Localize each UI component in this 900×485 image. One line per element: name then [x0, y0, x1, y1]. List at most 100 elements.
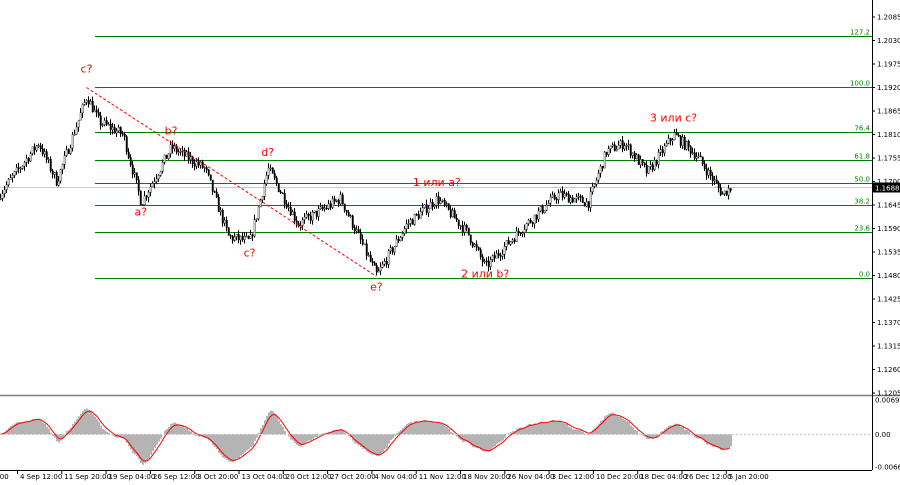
candle-body — [313, 210, 316, 213]
current-price-badge — [873, 182, 900, 193]
candle-body — [43, 151, 46, 155]
candle-body — [461, 225, 464, 233]
histogram-bar — [406, 424, 408, 435]
candle-body — [643, 162, 646, 166]
candle-body — [639, 159, 642, 165]
histogram-bar — [596, 426, 598, 435]
candle-body — [55, 172, 58, 186]
candle-body — [631, 152, 634, 156]
histogram-bar — [40, 420, 42, 435]
histogram-bar — [496, 434, 498, 444]
candle-body — [489, 259, 492, 267]
candle-body — [487, 260, 490, 267]
time-tick-label: 18 Nov 20:00 — [463, 473, 510, 481]
histogram-bar — [528, 424, 530, 435]
histogram-bar — [66, 430, 68, 435]
histogram-bar — [94, 416, 96, 435]
histogram-bar — [120, 434, 122, 438]
candle-body — [143, 195, 146, 206]
wave-label: a? — [135, 206, 148, 219]
histogram-bar — [358, 434, 360, 446]
time-tick-label: 20 Oct 12:00 — [286, 473, 332, 481]
histogram-bar — [604, 416, 606, 435]
histogram-bar — [8, 427, 10, 435]
histogram-bar — [520, 427, 522, 435]
histogram-bar — [448, 428, 450, 435]
histogram-bar — [586, 433, 588, 435]
candle-body — [225, 219, 228, 228]
histogram-bar — [260, 428, 262, 435]
candle-body — [661, 149, 664, 154]
histogram-bar — [356, 434, 358, 445]
histogram-bar — [446, 426, 448, 435]
price-tick-label: 1.1755 — [877, 155, 900, 163]
candle-body — [97, 111, 100, 116]
candle-body — [99, 115, 102, 126]
histogram-bar — [160, 434, 162, 439]
candle-body — [409, 219, 412, 224]
trendline[interactable] — [86, 87, 377, 277]
candle-body — [227, 227, 230, 236]
histogram-bar — [700, 434, 702, 439]
histogram-bar — [390, 434, 392, 441]
candle-body — [357, 229, 360, 233]
trendline-dashed[interactable] — [86, 87, 377, 277]
candle-body — [91, 101, 94, 113]
histogram-bar — [382, 434, 384, 452]
histogram-bar — [412, 422, 414, 435]
price-tick-label: 1.1700 — [877, 178, 900, 186]
candle-body — [259, 199, 262, 208]
price-tick-label: 1.1425 — [877, 296, 900, 304]
histogram-bar — [442, 424, 444, 435]
histogram-bar — [296, 434, 298, 445]
time-tick-label: 26 Sep 12:00 — [153, 473, 200, 481]
histogram-bar — [248, 434, 250, 450]
candle-body — [495, 253, 498, 259]
candle-body — [579, 196, 582, 198]
candle-body — [187, 151, 190, 161]
candle-body — [377, 270, 380, 273]
histogram-bar — [592, 430, 594, 435]
fibonacci-levels: 127.2 100.0 76.4 61.8 50.0 38.2 23.6 0.0 — [0, 29, 872, 279]
histogram-bar — [522, 427, 524, 435]
candle-body — [19, 168, 22, 170]
candle-body — [273, 173, 276, 179]
candle-body — [117, 127, 120, 132]
candle-body — [559, 191, 562, 194]
candle-body — [327, 203, 330, 209]
candle-body — [449, 209, 452, 218]
candle-body — [543, 210, 546, 213]
candle-body — [707, 169, 710, 176]
histogram-bar — [252, 434, 254, 446]
histogram-bar — [314, 434, 316, 438]
histogram-bar — [548, 421, 550, 435]
candle-body — [89, 101, 92, 105]
histogram-bar — [650, 434, 652, 439]
candle-body — [193, 163, 196, 167]
candle-body — [545, 205, 548, 211]
histogram-bar — [560, 421, 562, 435]
price-tick-label: 1.1370 — [877, 319, 900, 327]
histogram-bar — [394, 434, 396, 437]
histogram-bar — [304, 434, 306, 444]
price-tick-label: 1.1205 — [877, 390, 900, 398]
histogram-bar — [374, 434, 376, 456]
candle-body — [319, 206, 322, 209]
candle-body — [83, 102, 86, 105]
histogram-bar — [176, 423, 178, 435]
candle-body — [359, 232, 362, 240]
candle-body — [537, 210, 540, 220]
candle-body — [351, 215, 354, 228]
candle-body — [315, 210, 318, 217]
histogram-bar — [188, 430, 190, 435]
histogram-bar — [228, 434, 230, 462]
candle-body — [95, 109, 98, 113]
candle-body — [615, 148, 618, 152]
histogram-bar — [150, 434, 152, 455]
candle-body — [453, 210, 456, 219]
histogram-bar — [602, 419, 604, 435]
candle-body — [625, 145, 628, 147]
fib-level-label: 38.2 — [854, 198, 870, 206]
histogram-bar — [210, 434, 212, 442]
